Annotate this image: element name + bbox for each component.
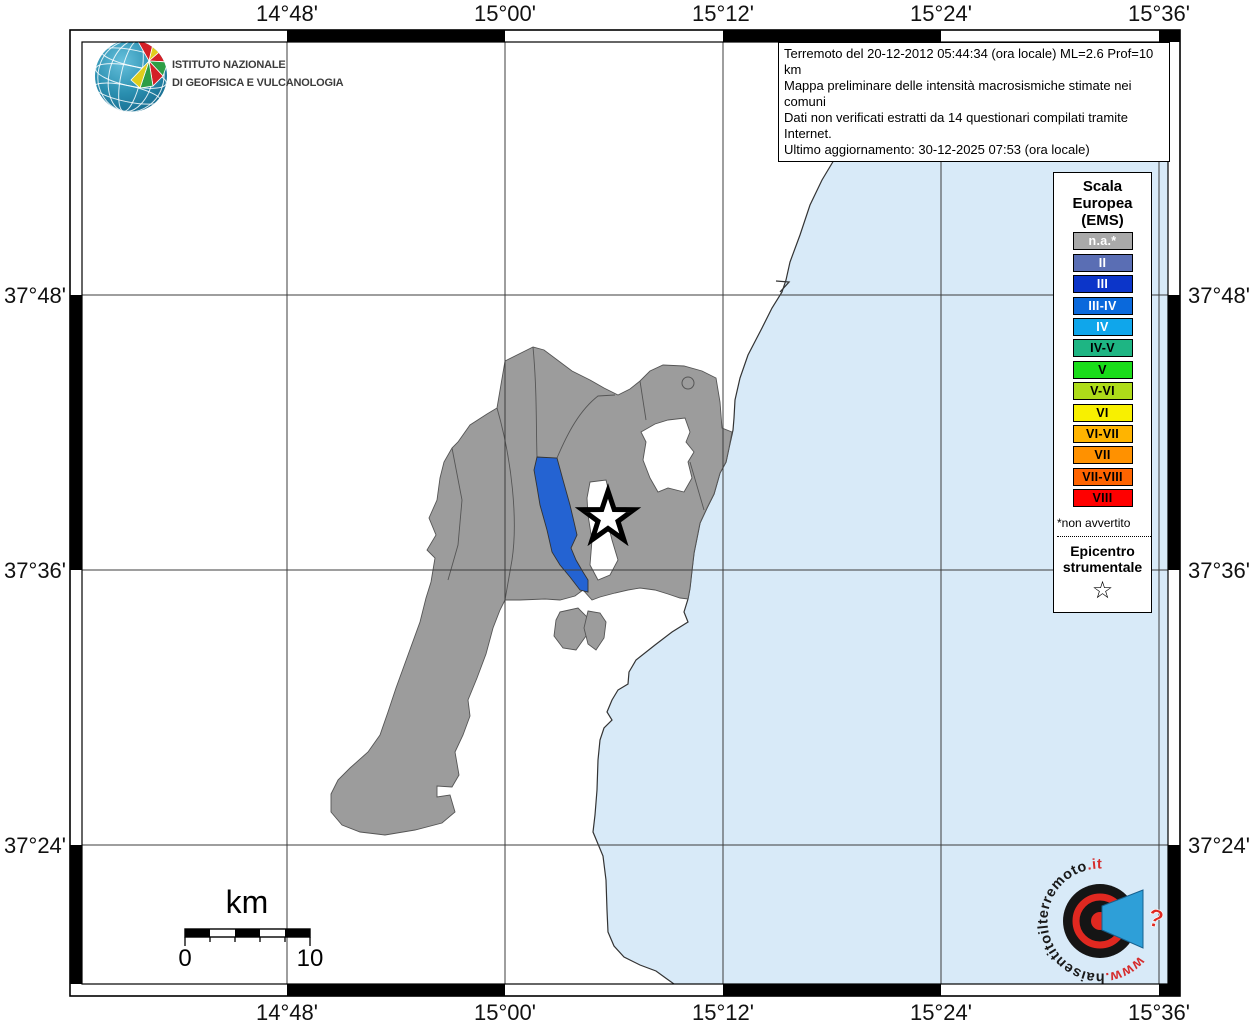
lon-label-top-4: 15°36' [1128, 1, 1190, 26]
legend-epicenter-star-icon: ☆ [1091, 577, 1114, 605]
legend-item-VII: VII [1072, 446, 1133, 465]
legend-title: Scala Europea (EMS) [1054, 178, 1151, 229]
legend-epicenter-line1: Epicentro [1070, 543, 1135, 560]
legend-item-III-IV: III-IV [1072, 296, 1133, 315]
felt-municipality [533, 456, 589, 593]
legend-epicenter-line2: strumentale [1062, 559, 1143, 576]
graticule [82, 42, 1168, 984]
lon-label-bottom-4: 15°36' [1128, 1000, 1190, 1025]
lon-label-bottom-1: 15°00' [474, 1000, 536, 1025]
legend-items: n.a.* II III III-IV IV IV-V V V-VI VI VI-VII VII VI… [1054, 232, 1151, 508]
lon-label-top-3: 15°24' [910, 1, 972, 26]
lon-label-top-0: 14°48' [256, 1, 318, 26]
legend-item-III: III [1072, 275, 1133, 294]
institute-name-line2: DI GEOFISICA E VULCANOLOGIA [172, 77, 344, 89]
lat-label-left-2: 37°24' [4, 833, 66, 858]
scale-bar: km 0 10 [178, 884, 323, 972]
small-municipality-b [583, 610, 607, 651]
map-frame [69, 29, 1181, 997]
lon-label-top-2: 15°12' [692, 1, 754, 26]
municipality-boundaries [447, 346, 705, 601]
sea [593, 42, 1168, 984]
site-logo-question: ? [1145, 903, 1167, 934]
legend-item-V: V [1072, 360, 1133, 379]
institute-name-line1: ISTITUTO NAZIONALE [172, 59, 286, 71]
legend-title-line2: Europea [1072, 195, 1133, 212]
event-info-box: Terremoto del 20-12-2012 05:44:34 (ora l… [778, 42, 1170, 162]
legend-item-VI-VII: VI-VII [1072, 424, 1133, 443]
small-municipality-a [553, 607, 589, 651]
legend-footnote: *non avvertito [1057, 516, 1151, 538]
scale-bar-unit: km [226, 884, 269, 920]
event-info-line-2: Mappa preliminare delle intensità macros… [784, 78, 1132, 109]
scale-bar-start: 0 [178, 945, 191, 972]
legend-item-IV-V: IV-V [1072, 339, 1133, 358]
legend-epicenter-title: Epicentro strumentale [1054, 543, 1151, 575]
white-enclave [640, 417, 695, 493]
legend-title-line3: (EMS) [1081, 212, 1124, 229]
small-circle-boundary [681, 376, 695, 390]
legend-item-n.a.*: n.a.* [1072, 232, 1133, 251]
intensity-legend: Scala Europea (EMS) n.a.* II III III-IV IV IV… [1053, 172, 1152, 614]
legend-title-line1: Scala [1082, 178, 1123, 195]
legend-item-V-VI: V-VI [1072, 382, 1133, 401]
event-info-line-3: Dati non verificati estratti da 14 quest… [784, 110, 1128, 141]
ingv-logo: ISTITUTO NAZIONALE DI GEOFISICA E VULCAN… [95, 42, 344, 112]
scale-bar-end: 10 [297, 945, 324, 972]
legend-item-IV: IV [1072, 317, 1133, 336]
legend-item-VII-VIII: VII-VIII [1072, 467, 1133, 486]
lon-label-bottom-2: 15°12' [692, 1000, 754, 1025]
lon-label-top-1: 15°00' [474, 1, 536, 26]
lat-label-left-0: 37°48' [4, 283, 66, 308]
islet-mark [775, 280, 791, 293]
event-info-line-4: Ultimo aggiornamento: 30-12-2025 07:53 (… [784, 142, 1090, 157]
legend-item-VI: VI [1072, 403, 1133, 422]
epicenter-star [574, 483, 642, 547]
event-info-line-1: Terremoto del 20-12-2012 05:44:34 (ora l… [784, 46, 1154, 77]
lat-label-right-1: 37°36' [1188, 558, 1250, 583]
lat-label-right-0: 37°48' [1188, 283, 1250, 308]
lat-label-left-1: 37°36' [4, 558, 66, 583]
legend-item-II: II [1072, 253, 1133, 272]
lon-label-bottom-3: 15°24' [910, 1000, 972, 1025]
lon-label-bottom-0: 14°48' [256, 1000, 318, 1025]
lat-label-right-2: 37°24' [1188, 833, 1250, 858]
municipalities-no-data [330, 346, 733, 836]
megaphone-icon [1101, 889, 1144, 949]
legend-item-VIII: VIII [1072, 489, 1133, 508]
